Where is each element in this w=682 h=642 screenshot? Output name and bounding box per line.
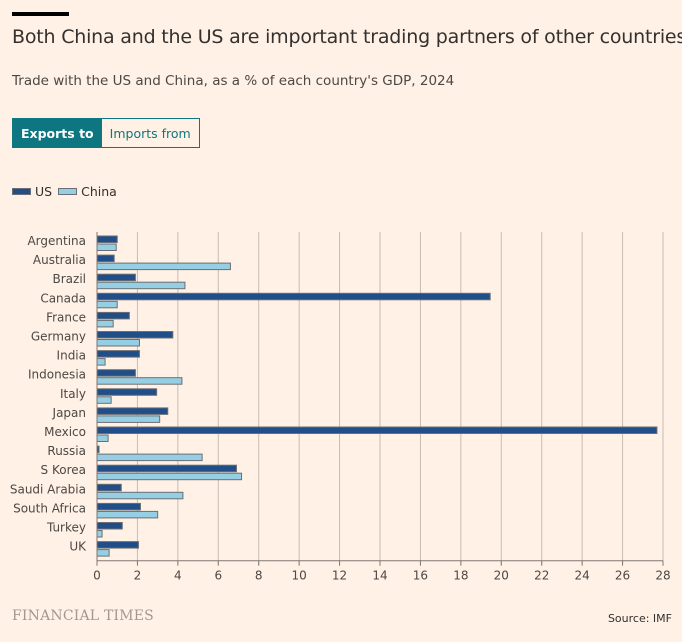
x-tick-label: 14	[372, 569, 387, 583]
category-label: Italy	[60, 387, 86, 401]
bar-us	[96, 311, 130, 320]
imports-from-button[interactable]: Imports from	[101, 119, 199, 147]
bar-us	[96, 292, 491, 301]
category-label: UK	[69, 540, 87, 554]
bar-china	[96, 491, 184, 500]
x-tick-label: 26	[615, 569, 630, 583]
x-tick-label: 16	[413, 569, 428, 583]
x-tick-label: 24	[575, 569, 590, 583]
legend-label-china: China	[81, 184, 117, 199]
bar-chart: Argentina Australia Brazil Canada France Germ…	[10, 232, 671, 583]
x-tick-label: 6	[214, 569, 222, 583]
chart-title: Both China and the US are important trad…	[12, 26, 682, 48]
bar-china	[96, 377, 183, 385]
bar-china	[96, 339, 140, 347]
x-tick-label: 22	[534, 569, 549, 583]
bar-china	[96, 396, 112, 404]
bar-china	[96, 319, 114, 328]
legend-item-us: US	[12, 184, 52, 199]
x-tick-label: 20	[494, 569, 509, 583]
category-label: Mexico	[44, 425, 86, 439]
bar-us	[96, 522, 123, 530]
bar-us	[96, 331, 174, 339]
bar-china	[96, 510, 159, 519]
category-label: France	[46, 310, 86, 324]
category-label: Canada	[40, 291, 86, 305]
category-label: Saudi Arabia	[10, 482, 86, 496]
x-tick-label: 0	[93, 569, 101, 583]
legend-swatch-us	[12, 188, 31, 195]
x-tick-label: 12	[332, 569, 347, 583]
category-label: Argentina	[27, 234, 86, 248]
chart-legend: US China	[12, 184, 123, 199]
bar-us	[96, 483, 122, 492]
bar-us	[96, 502, 141, 511]
category-label: Indonesia	[28, 368, 86, 382]
category-label: Russia	[47, 444, 86, 458]
exports-to-button[interactable]: Exports to	[13, 119, 102, 147]
bar-us	[96, 235, 118, 243]
ft-logo: FINANCIAL TIMES	[12, 608, 154, 624]
bar-china	[96, 262, 231, 271]
bar-us	[96, 464, 237, 473]
bar-china	[96, 243, 117, 251]
bar-china	[96, 472, 243, 481]
category-label: Japan	[52, 406, 86, 420]
legend-swatch-china	[58, 188, 78, 195]
x-tick-label: 18	[453, 569, 468, 583]
bar-us	[96, 369, 136, 377]
source-note: Source: IMF	[607, 612, 672, 625]
category-label: India	[57, 349, 86, 363]
category-label: South Africa	[13, 501, 86, 515]
bar-us	[96, 388, 158, 396]
category-label: Brazil	[53, 272, 87, 286]
legend-item-china: China	[58, 184, 117, 199]
bar-china	[96, 530, 103, 538]
bar-us	[96, 407, 169, 415]
header-rule	[12, 12, 69, 16]
legend-label-us: US	[35, 184, 53, 199]
x-tick-label: 2	[134, 569, 142, 583]
x-tick-label: 4	[174, 569, 182, 583]
bar-china	[96, 281, 186, 290]
x-tick-label: 28	[655, 569, 670, 583]
bar-us	[96, 541, 139, 549]
bar-us	[96, 273, 136, 282]
x-tick-label: 8	[255, 569, 263, 583]
category-label: Australia	[33, 253, 86, 267]
bar-us	[96, 350, 140, 358]
bar-china	[96, 358, 106, 366]
bar-us	[96, 426, 658, 434]
bar-china	[96, 549, 110, 557]
category-label: S Korea	[41, 463, 86, 477]
bar-china	[96, 415, 161, 423]
bar-us	[96, 254, 115, 263]
category-label: Germany	[31, 330, 86, 344]
bar-china	[96, 453, 203, 462]
chart-subtitle: Trade with the US and China, as a % of e…	[12, 73, 455, 89]
bar-china	[96, 300, 118, 309]
category-label: Turkey	[46, 521, 86, 535]
bar-china	[96, 434, 109, 442]
exports-imports-toggle: Exports to Imports from	[12, 118, 200, 148]
x-tick-label: 10	[292, 569, 307, 583]
